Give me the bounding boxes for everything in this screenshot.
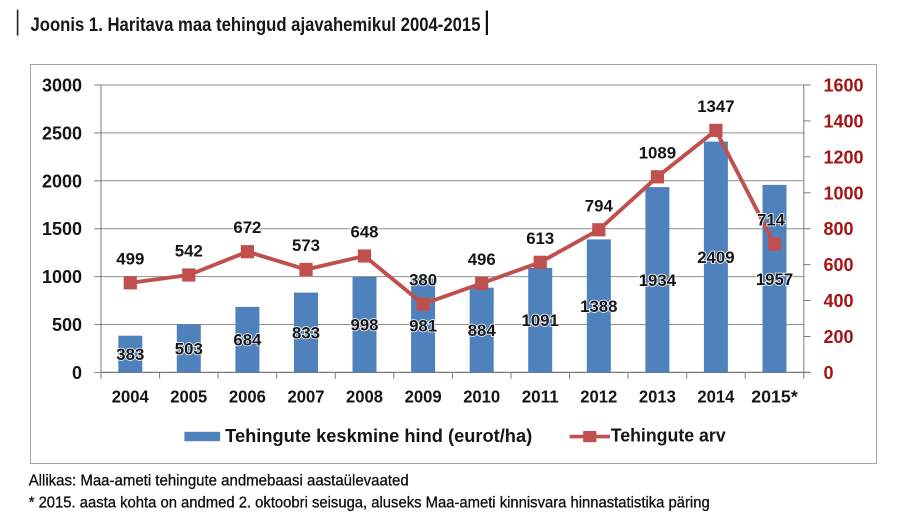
svg-text:2006: 2006 [229, 386, 266, 406]
svg-text:1000: 1000 [42, 267, 82, 287]
svg-text:2013: 2013 [639, 386, 676, 406]
svg-text:Tehingute arv: Tehingute arv [611, 426, 726, 446]
svg-text:794: 794 [585, 196, 614, 215]
svg-text:714: 714 [757, 211, 786, 230]
svg-text:380: 380 [409, 271, 437, 290]
svg-text:2015*: 2015* [751, 386, 798, 406]
svg-text:981: 981 [409, 317, 437, 336]
svg-text:2014: 2014 [697, 386, 734, 406]
svg-text:1934: 1934 [639, 271, 677, 290]
svg-text:1388: 1388 [580, 297, 617, 316]
svg-text:1500: 1500 [42, 219, 82, 239]
svg-text:2008: 2008 [346, 386, 383, 406]
svg-text:648: 648 [351, 223, 379, 242]
svg-text:0: 0 [72, 363, 82, 383]
svg-text:383: 383 [116, 345, 144, 364]
svg-text:613: 613 [526, 229, 554, 248]
svg-text:833: 833 [292, 324, 320, 343]
svg-text:Allikas: Maa-ameti tehingute a: Allikas: Maa-ameti tehingute andmebaasi … [29, 472, 409, 489]
svg-text:800: 800 [824, 219, 854, 239]
svg-text:542: 542 [175, 242, 203, 261]
svg-text:1957: 1957 [756, 270, 793, 289]
svg-text:3000: 3000 [42, 76, 82, 96]
svg-text:0: 0 [824, 363, 834, 383]
svg-text:2000: 2000 [42, 171, 82, 191]
svg-text:884: 884 [468, 321, 497, 340]
svg-text:* 2015. aasta kohta on andmed: * 2015. aasta kohta on andmed 2. oktoobr… [29, 494, 710, 511]
svg-text:2409: 2409 [697, 248, 734, 267]
svg-text:2010: 2010 [463, 386, 500, 406]
svg-text:1091: 1091 [522, 311, 559, 330]
svg-text:503: 503 [175, 339, 203, 358]
svg-text:1000: 1000 [824, 183, 864, 203]
svg-text:400: 400 [824, 291, 854, 311]
svg-text:1600: 1600 [824, 76, 864, 96]
svg-text:499: 499 [116, 249, 144, 268]
svg-text:2009: 2009 [405, 386, 442, 406]
svg-text:1200: 1200 [824, 147, 864, 167]
svg-text:573: 573 [292, 236, 320, 255]
svg-text:2011: 2011 [522, 386, 559, 406]
svg-text:496: 496 [468, 250, 496, 269]
svg-text:2007: 2007 [288, 386, 325, 406]
svg-text:998: 998 [351, 316, 379, 335]
svg-text:2004: 2004 [112, 386, 149, 406]
svg-text:1400: 1400 [824, 111, 864, 131]
svg-text:672: 672 [233, 218, 261, 237]
svg-text:2012: 2012 [580, 386, 617, 406]
svg-text:2005: 2005 [170, 386, 207, 406]
svg-text:1347: 1347 [697, 97, 734, 116]
svg-text:Joonis 1. Haritava maa tehingu: Joonis 1. Haritava maa tehingud ajavahem… [31, 14, 481, 36]
svg-text:200: 200 [824, 327, 854, 347]
svg-text:500: 500 [52, 315, 82, 335]
svg-text:Tehingute keskmine hind (eurot: Tehingute keskmine hind (eurot/ha) [225, 426, 532, 446]
svg-text:2500: 2500 [42, 123, 82, 143]
svg-text:684: 684 [233, 331, 262, 350]
svg-text:1089: 1089 [639, 143, 676, 162]
svg-text:600: 600 [824, 255, 854, 275]
